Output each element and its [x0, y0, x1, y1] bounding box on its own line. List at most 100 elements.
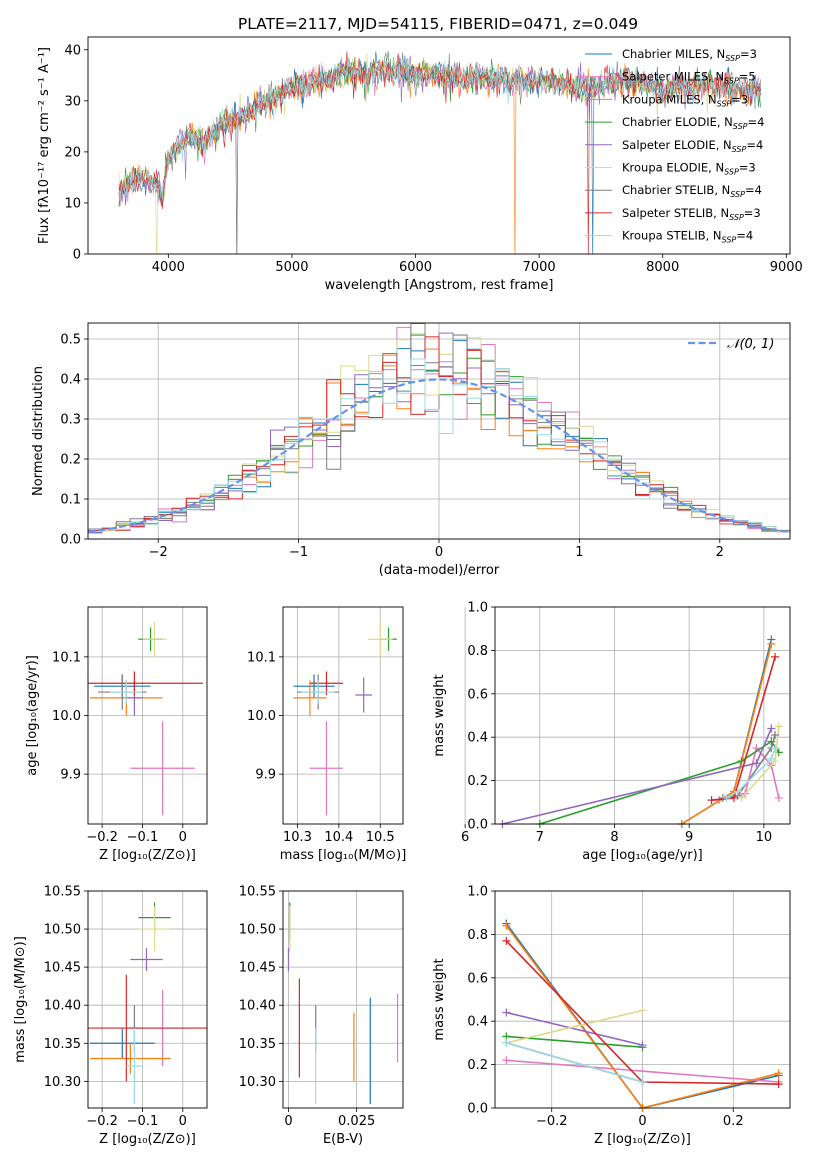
legend-entry: Kroupa MILES, NSSP=3: [622, 92, 748, 108]
mass-weight-marker: [771, 744, 780, 753]
legend-text: Kroupa STELIB, N: [622, 229, 722, 243]
y-tick-label: 0.4: [467, 731, 488, 746]
y-tick-label: 10.0: [247, 709, 276, 724]
x-tick-label: 8: [610, 830, 618, 845]
x-tick-label: 10.4: [324, 830, 353, 845]
mass-weight-marker: [774, 1069, 783, 1078]
x-tick-label: 6000: [399, 260, 432, 275]
error-bar-point: [126, 1028, 143, 1105]
error-bar-point: [293, 674, 335, 698]
x-tick-label: 0.2: [723, 1114, 744, 1129]
mass-weight-vs-age-panel: 6 7 8 9 10 0.0 0.2 0.4 0.6 0.8 1.0 age [log₁₀(age/y…: [432, 601, 791, 863]
figure-title: PLATE=2117, MJD=54115, FIBERID=0471, z=0…: [238, 15, 638, 33]
x-tick-label: 0.025: [338, 1114, 375, 1129]
legend-subscript: SSP: [730, 190, 745, 199]
mass-weight-line: [505, 925, 779, 1108]
axes-frame: [87, 606, 208, 825]
x-axis-label: (data-model)/error: [379, 563, 500, 578]
x-tick-label: −2: [149, 545, 168, 560]
error-bar-point: [88, 974, 207, 1082]
y-axis-label: Normed distribution: [31, 366, 46, 496]
x-axis-label: Z [log₁₀(Z/Z⊙)]: [99, 848, 196, 863]
legend-text: Salpeter ELODIE, N: [622, 138, 732, 152]
mass-weight-marker: [638, 1006, 647, 1015]
y-tick-label: 0.8: [467, 928, 488, 943]
y-tick-label: 10.40: [44, 999, 81, 1014]
y-tick-label: 10.0: [52, 709, 81, 724]
error-bar-point: [88, 671, 203, 695]
y-tick-label: 9.9: [255, 768, 276, 783]
mass-weight-marker: [767, 639, 776, 648]
x-tick-label: 9: [685, 830, 693, 845]
legend-text: Chabrier ELODIE, N: [622, 115, 733, 129]
y-tick-label: 10.30: [44, 1075, 81, 1090]
legend-entry: Kroupa ELODIE, NSSP=3: [622, 161, 756, 177]
error-bar-point: [301, 680, 335, 704]
legend-text: Chabrier MILES, N: [622, 47, 725, 61]
spectrum-panel: 4000 5000 6000 7000 8000 9000 0 10 20 30 40 wavelen…: [37, 36, 803, 293]
mass-weight-marker: [502, 1038, 511, 1047]
y-tick-label: 10: [64, 196, 81, 211]
y-tick-label: 10.50: [44, 923, 81, 938]
x-tick-label: 0: [435, 545, 443, 560]
mass-weight-marker: [502, 921, 511, 930]
x-tick-label: −0.2: [536, 1114, 568, 1129]
error-bar-point: [367, 621, 393, 657]
mass-weight-marker: [729, 793, 738, 802]
x-axis-label: Z [log₁₀(Z/Z⊙)]: [99, 1132, 196, 1147]
x-tick-label: 10.5: [366, 830, 395, 845]
legend-text: =3: [739, 161, 756, 175]
error-bar-point: [293, 680, 327, 716]
y-tick-label: 10.45: [239, 961, 276, 976]
mass-weight-marker: [752, 759, 761, 768]
y-tick-label: 0.3: [60, 413, 81, 428]
error-bar-point: [309, 671, 343, 695]
mass-weight-marker: [638, 1041, 647, 1050]
mass-weight-line: [502, 728, 773, 824]
y-tick-label: 10.30: [239, 1075, 276, 1090]
y-tick-label: 30: [64, 94, 81, 109]
mass-weight-marker: [774, 793, 783, 802]
age-vs-mass-panel: 10.3 10.4 10.5 9.9 10.0 10.1 mass [log₁₀(M/M⊙)…: [247, 606, 406, 863]
x-tick-label: −0.1: [127, 830, 159, 845]
y-tick-label: 10.55: [44, 885, 81, 900]
legend-entry: Chabrier MILES, NSSP=3: [622, 47, 757, 63]
legend-text: =4: [745, 183, 762, 197]
mass-vs-metallicity-panel: −0.2 −0.1 0 10.30 10.35 10.40 10.45 10.50 10.55 Z…: [13, 885, 208, 1147]
y-tick-label: 0.0: [60, 533, 81, 548]
error-bar-point: [355, 677, 372, 713]
axes-frame: [87, 322, 791, 540]
x-tick-label: 7: [536, 830, 544, 845]
legend-text: Kroupa ELODIE, N: [622, 161, 724, 175]
axes-frame: [494, 890, 791, 1109]
legend-subscript: SSP: [733, 122, 748, 131]
x-tick-label: −0.2: [86, 1114, 118, 1129]
mass-weight-vs-metallicity-panel: −0.2 0 0.2 0.0 0.2 0.4 0.6 0.8 1.0 Z [log₁₀(Z/Z⊙)…: [432, 885, 791, 1147]
y-axis-label: mass weight: [432, 958, 447, 1040]
mass-weight-line: [506, 1011, 643, 1046]
mass-weight-marker: [774, 1080, 783, 1089]
x-tick-label: 0: [179, 1114, 187, 1129]
axes-frame: [87, 36, 791, 255]
legend-subscript: SSP: [724, 168, 739, 177]
x-tick-label: 9000: [770, 260, 803, 275]
x-tick-label: 10: [756, 830, 773, 845]
error-bar-point: [309, 721, 343, 816]
mass-weight-marker: [767, 724, 776, 733]
y-axis-label: mass [log₁₀(M/M⊙)]: [13, 936, 28, 1063]
x-tick-label: −0.1: [127, 1114, 159, 1129]
mass-weight-marker: [722, 793, 731, 802]
legend-text: =4: [748, 115, 765, 129]
legend-entry: 𝒩(0, 1): [727, 337, 774, 352]
x-tick-label: 0: [179, 830, 187, 845]
x-tick-label: 1: [575, 545, 583, 560]
axes-frame: [282, 890, 404, 1109]
x-tick-label: −1: [289, 545, 308, 560]
error-bar-point: [142, 621, 167, 657]
y-tick-label: 1.0: [467, 601, 488, 616]
residual-histogram-panel: −2 −1 0 1 2 0.0 0.1 0.2 0.3 0.4 0.5 (data-model)/er…: [31, 322, 791, 578]
legend-entry: Kroupa STELIB, NSSP=4: [622, 229, 753, 245]
x-tick-label: 0: [284, 1114, 292, 1129]
mass-weight-line: [506, 1059, 779, 1083]
